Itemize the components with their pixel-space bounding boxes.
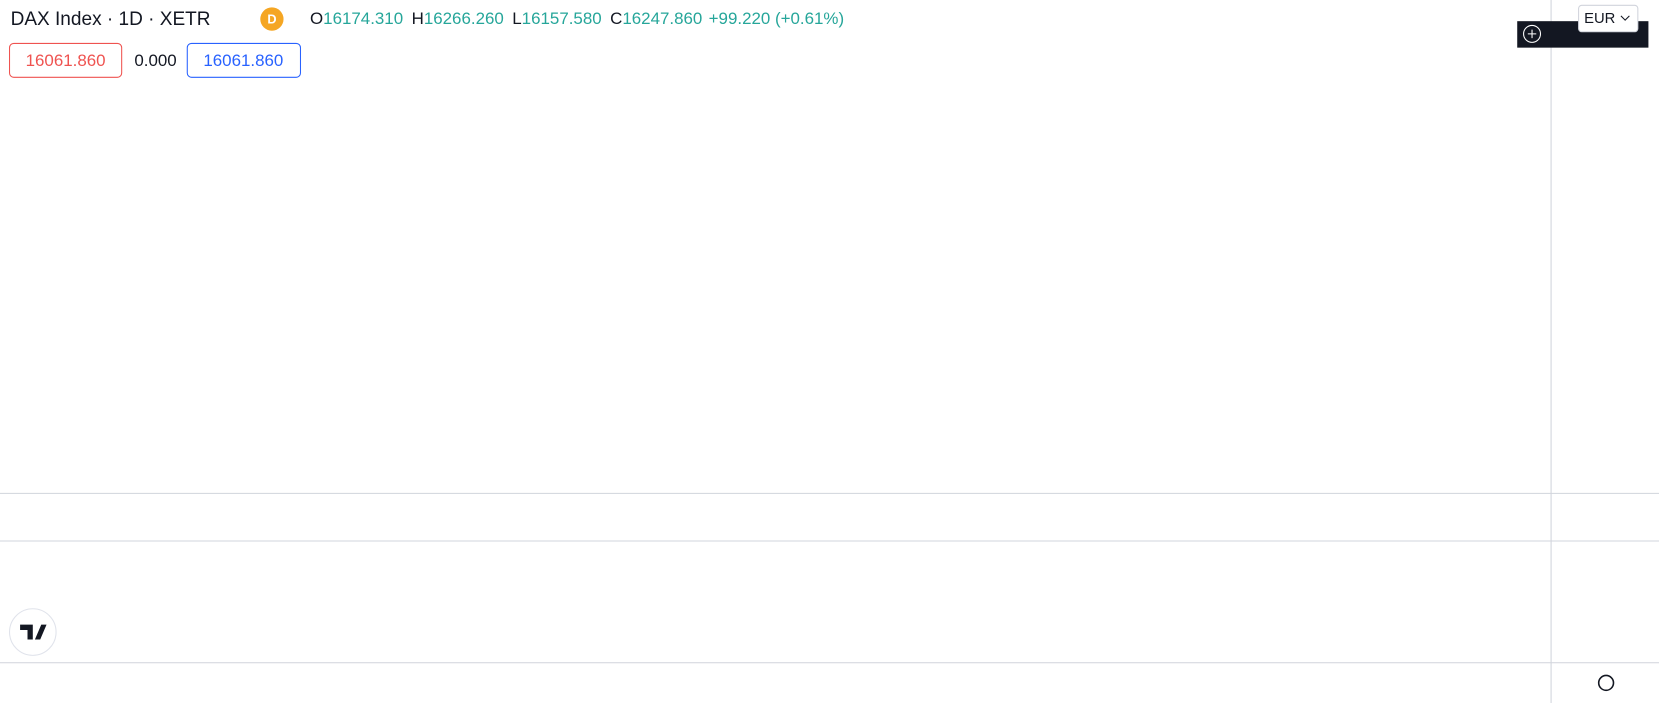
currency: EUR [1584,11,1615,27]
chevron [1620,15,1630,21]
logo [20,624,47,640]
currency-button[interactable] [1578,4,1639,33]
badge [260,7,284,31]
input-value: 16061.860 [203,51,283,70]
settings-icon[interactable] [1597,674,1615,692]
ohlc-value: 16247.860 [622,10,702,29]
ohlc-value: 16174.310 [323,10,403,29]
ohlc-key: O [310,10,323,29]
ohlc-value: 16266.260 [424,10,504,29]
plus-icon [1523,24,1542,43]
badge-label: D [267,12,276,26]
header: DAX Index · 1D · XETR D O16174.310 H16266… [8,4,1649,692]
logo [8,608,57,656]
input-value: 0.000 [134,51,176,70]
ohlc-key: H [412,10,424,29]
change: +99.220 (+0.61%) [709,10,844,29]
symbol: DAX Index · 1D · XETR [11,9,211,30]
input-value: 16061.860 [26,51,106,70]
input-box[interactable] [186,42,302,78]
plus-icon [1527,29,1537,39]
input-box[interactable] [8,42,123,78]
ohlc: O16174.310 H16266.260 L16157.580 C16247.860… [310,10,844,29]
ohlc-value: 16157.580 [522,10,602,29]
ohlc-key: L [512,10,521,29]
ohlc-key: C [610,10,622,29]
